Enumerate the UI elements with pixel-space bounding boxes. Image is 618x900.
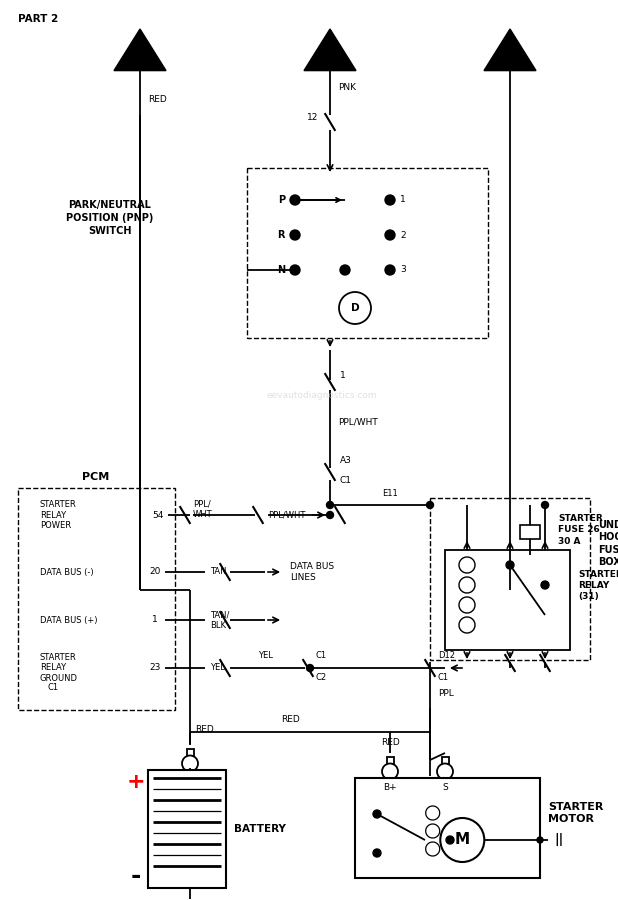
Bar [441,757,449,763]
Text: STARTER
RELAY
POWER: STARTER RELAY POWER [40,500,77,530]
Text: RED: RED [281,715,299,724]
Polygon shape [114,29,166,70]
Text: RED: RED [195,725,214,734]
Text: YEL: YEL [258,651,273,660]
Bar [148,770,226,888]
Bar [386,757,394,763]
Text: TAN: TAN [210,568,227,577]
Text: 1: 1 [340,371,345,380]
Bar [187,749,193,755]
Text: C2: C2 [315,673,326,682]
Circle shape [541,501,549,508]
Bar [355,778,540,878]
Circle shape [373,810,381,818]
Text: A3: A3 [340,456,352,465]
Circle shape [541,581,549,589]
Text: PARK/NEUTRAL
POSITION (PNP)
SWITCH: PARK/NEUTRAL POSITION (PNP) SWITCH [66,200,154,236]
Text: PPL/WHT: PPL/WHT [338,418,378,427]
Polygon shape [484,29,536,70]
Text: DATA BUS
LINES: DATA BUS LINES [290,562,334,582]
Circle shape [440,818,485,862]
Text: PNK: PNK [338,84,356,93]
Bar [445,550,570,650]
Text: 23: 23 [150,663,161,672]
Circle shape [339,292,371,324]
Text: R: R [277,230,285,240]
Circle shape [326,501,334,508]
Text: 54: 54 [152,510,164,519]
Text: C1: C1 [340,476,352,485]
Bar [247,168,488,338]
Text: N: N [277,265,285,275]
Circle shape [290,265,300,275]
Circle shape [437,763,453,779]
Text: STARTER
FUSE 26
30 A: STARTER FUSE 26 30 A [558,515,603,545]
Text: 20: 20 [150,568,161,577]
Text: A: A [136,49,145,58]
Text: 3: 3 [400,266,406,274]
Text: D12: D12 [438,651,455,660]
Text: C: C [506,49,514,58]
Circle shape [385,265,395,275]
Bar [520,525,540,539]
Text: 2: 2 [400,230,405,239]
Text: STARTER
RELAY
(31): STARTER RELAY (31) [578,570,618,601]
Text: 1: 1 [152,616,158,625]
Circle shape [426,501,433,508]
Text: 1: 1 [400,195,406,204]
Circle shape [307,664,313,671]
Text: S: S [442,783,448,792]
Circle shape [382,763,398,779]
Text: C1: C1 [315,651,326,660]
Circle shape [385,195,395,205]
Text: UNDER-
HOOD
FUSE
BOX: UNDER- HOOD FUSE BOX [598,520,618,567]
Text: D: D [350,303,359,313]
Text: P: P [278,195,285,205]
Text: PART 2: PART 2 [18,14,58,24]
Text: C1: C1 [48,683,59,692]
Bar [430,498,590,660]
Text: 12: 12 [307,113,318,122]
Circle shape [537,837,543,843]
Text: PPL: PPL [438,688,454,698]
Circle shape [446,836,454,844]
Circle shape [506,561,514,569]
Text: -: - [131,864,141,888]
Text: PCM: PCM [82,472,109,482]
Circle shape [340,265,350,275]
Text: B+: B+ [383,783,397,792]
Text: STARTER
RELAY
GROUND: STARTER RELAY GROUND [40,653,78,683]
Text: PPL/WHT: PPL/WHT [268,510,305,519]
Circle shape [385,230,395,240]
Text: TAN/
BLK: TAN/ BLK [210,610,229,630]
Text: RED: RED [148,95,167,104]
Circle shape [290,230,300,240]
Text: STARTER
MOTOR: STARTER MOTOR [548,802,603,824]
Circle shape [326,511,334,518]
Text: eevautodiagnostics.com: eevautodiagnostics.com [266,392,376,400]
Polygon shape [304,29,356,70]
Text: BATTERY: BATTERY [234,824,286,834]
Circle shape [373,849,381,857]
Text: C1: C1 [438,673,449,682]
Bar [18,488,175,710]
Text: E11: E11 [382,489,398,498]
Text: DATA BUS (+): DATA BUS (+) [40,616,98,625]
Circle shape [182,755,198,771]
Text: PPL/
WHT: PPL/ WHT [193,500,213,518]
Text: M: M [455,832,470,848]
Text: B: B [326,49,334,58]
Text: YEL: YEL [210,663,225,672]
Text: DATA BUS (-): DATA BUS (-) [40,568,93,577]
Circle shape [290,195,300,205]
Text: RED: RED [381,738,399,747]
Text: ||: || [554,833,563,847]
Text: +: + [127,772,145,792]
